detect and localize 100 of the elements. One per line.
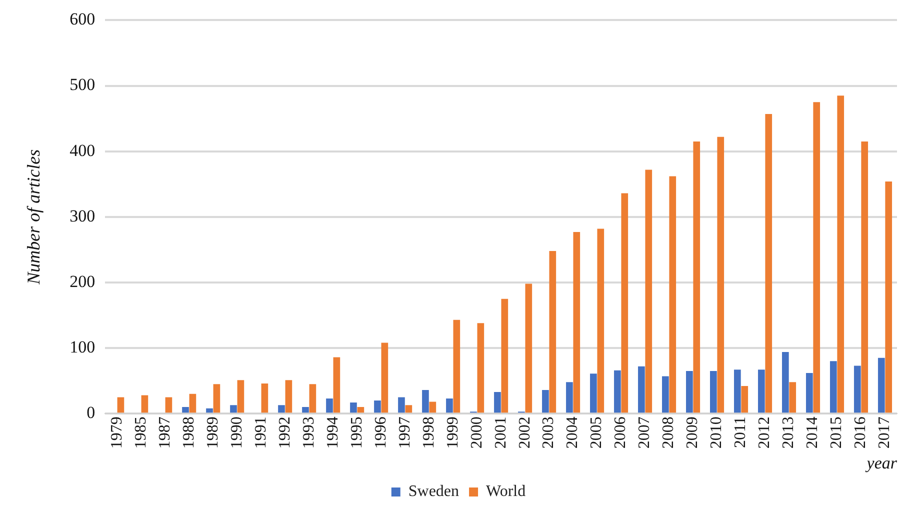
x-tick-label: 2005 [588, 416, 606, 449]
bar [638, 366, 645, 413]
x-tick-label: 2009 [684, 416, 702, 449]
bar [302, 407, 309, 413]
x-tick-label: 2006 [612, 416, 630, 449]
x-tick-label: 1998 [420, 416, 438, 449]
bar [182, 407, 189, 413]
bar [590, 374, 597, 413]
x-tick-label: 1995 [348, 416, 366, 449]
y-tick-label: 600 [70, 10, 96, 29]
bar [758, 370, 765, 413]
bar [837, 96, 844, 413]
bar [429, 402, 436, 413]
x-tick-label: 1993 [300, 416, 318, 449]
x-tick-label: 2015 [828, 416, 846, 449]
bar [717, 136, 724, 413]
bar [261, 383, 268, 413]
bar [566, 382, 573, 413]
bar [278, 405, 285, 413]
bar [206, 408, 213, 413]
bar [189, 394, 196, 413]
x-tick-label: 1997 [396, 416, 414, 449]
bar [333, 357, 340, 413]
y-axis-title: Number of articles [24, 149, 44, 286]
x-tick-label: 2004 [564, 416, 582, 449]
bar [165, 397, 172, 413]
bar [789, 382, 796, 413]
bar [645, 170, 652, 413]
bar [230, 405, 237, 413]
x-tick-label: 1991 [252, 416, 270, 449]
bar [669, 176, 676, 413]
x-tick-label: 1989 [204, 416, 222, 449]
x-tick-label: 2000 [468, 416, 486, 449]
x-tick-label: 2012 [756, 416, 774, 449]
bar [710, 370, 717, 413]
x-tick-label: 1985 [132, 416, 150, 449]
x-tick-label: 2017 [876, 416, 894, 449]
bar [381, 342, 388, 413]
bar [885, 181, 892, 413]
bar [542, 390, 549, 413]
bar [597, 228, 604, 413]
x-tick-label: 1979 [108, 416, 126, 449]
y-tick-label: 300 [70, 206, 96, 226]
x-tick-label: 1996 [372, 416, 390, 449]
bar [549, 250, 556, 413]
bar [830, 361, 837, 413]
bar [477, 323, 484, 413]
x-tick-label: 1988 [180, 416, 198, 449]
bar [662, 376, 669, 413]
x-tick-label: 1992 [276, 416, 294, 449]
bar [693, 142, 700, 413]
x-tick-label: 1987 [156, 416, 174, 449]
bar [398, 397, 405, 413]
x-tick-label: 2016 [852, 416, 870, 449]
y-tick-label: 500 [70, 75, 96, 94]
bar [453, 320, 460, 413]
bar [285, 380, 292, 413]
bar [213, 384, 220, 413]
bar [782, 352, 789, 413]
x-tick-label: 2007 [636, 416, 654, 449]
x-tick-label: 1999 [444, 416, 462, 449]
legend-label: World [486, 483, 526, 500]
bar [141, 395, 148, 413]
x-tick-label: 1990 [228, 416, 246, 449]
bar [357, 407, 364, 413]
bar [861, 142, 868, 413]
y-tick-label: 0 [86, 403, 96, 422]
x-tick-label: 2002 [516, 416, 534, 449]
bar [878, 358, 885, 413]
x-tick-label: 2014 [804, 416, 822, 449]
bar [422, 390, 429, 413]
x-tick-label: 2011 [732, 416, 750, 448]
bar [309, 384, 316, 413]
bar [621, 193, 628, 413]
x-tick-label: 2008 [660, 416, 678, 449]
bar [446, 398, 453, 413]
bar [117, 397, 124, 413]
bar [765, 114, 772, 413]
bar [494, 392, 501, 413]
bar [525, 284, 532, 413]
bar [326, 398, 333, 413]
x-tick-label: 1994 [324, 416, 342, 449]
bar [741, 386, 748, 413]
bar [734, 370, 741, 413]
y-tick-label: 400 [70, 140, 96, 160]
bar [350, 402, 357, 413]
y-tick-label: 100 [70, 338, 96, 356]
bar [501, 298, 508, 413]
bar [374, 400, 381, 413]
y-tick-label: 200 [70, 272, 96, 291]
x-tick-label: 2001 [492, 416, 510, 449]
bar [573, 232, 580, 413]
legend-label: Sweden [408, 483, 460, 500]
x-axis-title: year [864, 453, 898, 472]
x-tick-label: 2013 [780, 416, 798, 449]
bar [806, 372, 813, 413]
bar [614, 370, 621, 413]
x-tick-label: 2003 [540, 416, 558, 449]
x-tick-label: 2010 [708, 416, 726, 449]
bar [405, 405, 412, 413]
